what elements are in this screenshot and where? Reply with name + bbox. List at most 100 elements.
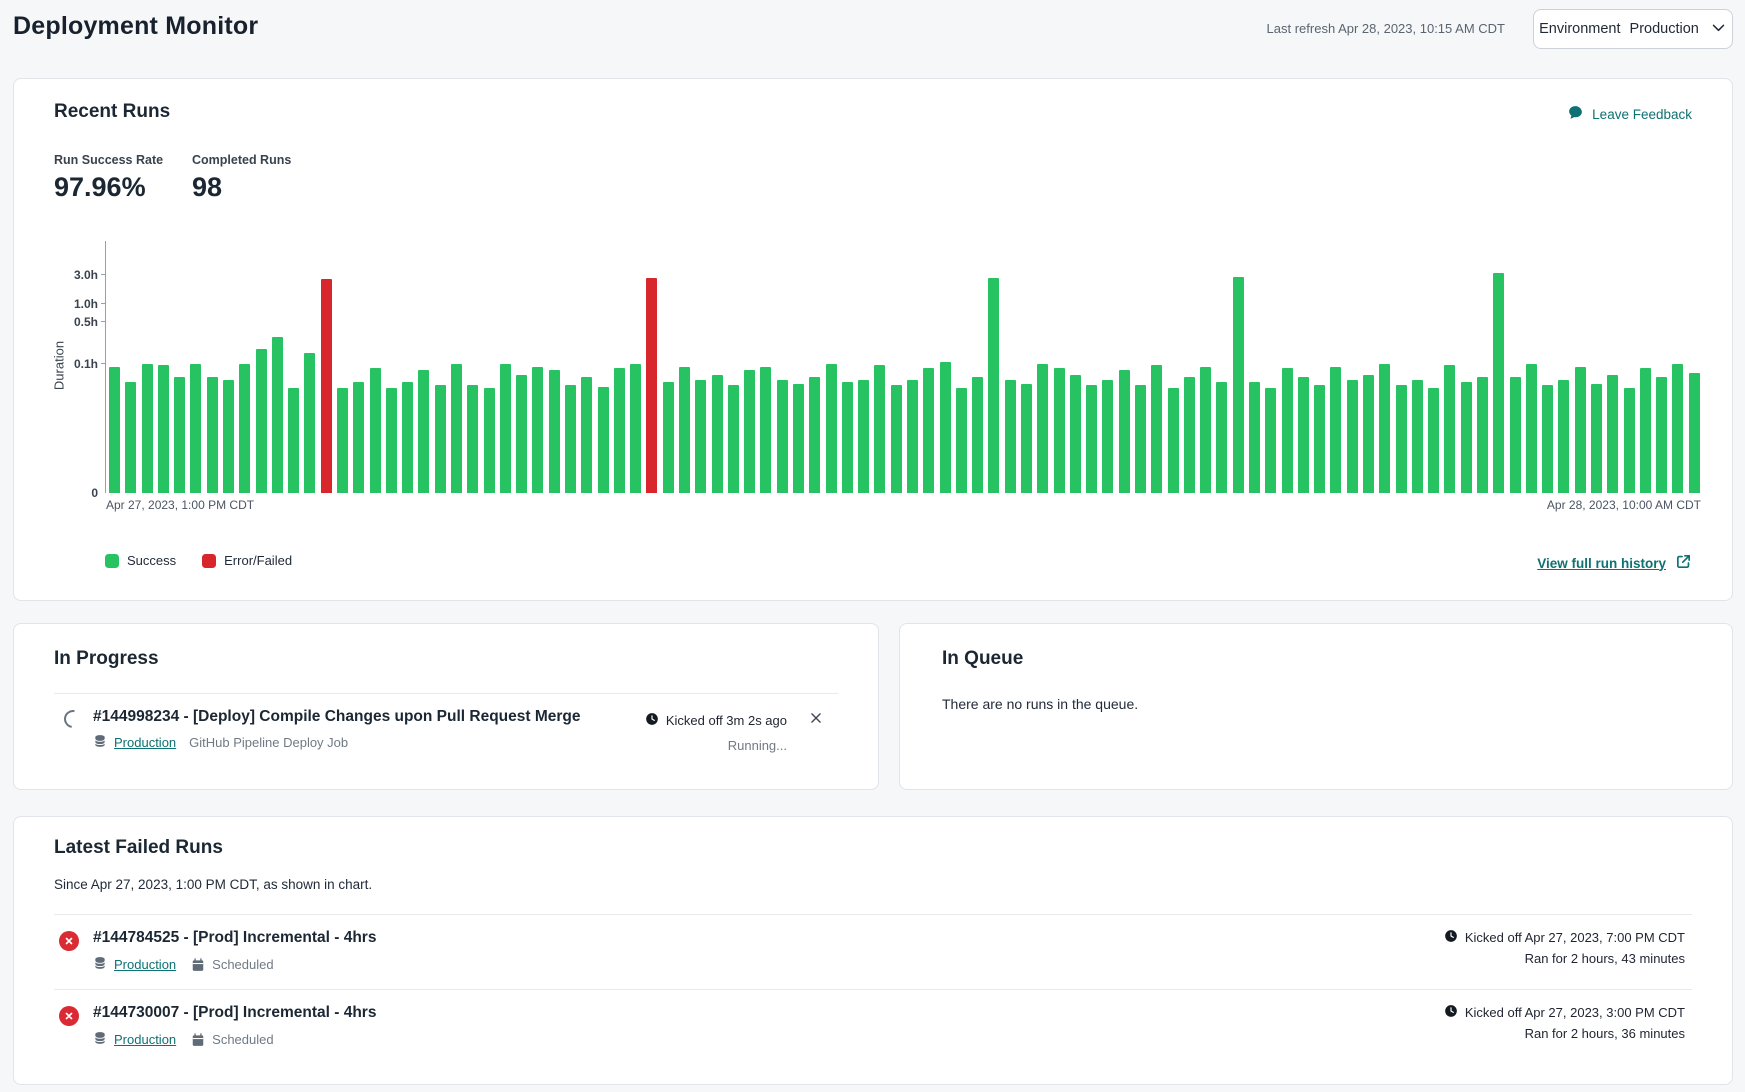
run-bar[interactable] <box>304 353 316 493</box>
run-bar[interactable] <box>190 364 202 493</box>
run-bar[interactable] <box>1053 368 1065 493</box>
run-bar[interactable] <box>434 384 446 493</box>
run-bar[interactable] <box>1379 364 1391 493</box>
run-bar[interactable] <box>874 365 886 493</box>
run-bar[interactable] <box>1297 377 1309 493</box>
run-bar[interactable] <box>1411 379 1423 493</box>
run-bar[interactable] <box>972 377 984 493</box>
run-bar[interactable] <box>1216 382 1228 493</box>
run-bar[interactable] <box>1200 366 1212 493</box>
run-bar[interactable] <box>1037 364 1049 493</box>
run-bar[interactable] <box>223 379 234 493</box>
run-bar[interactable] <box>206 377 218 493</box>
run-bar[interactable] <box>809 377 821 493</box>
run-bar[interactable] <box>1509 377 1521 493</box>
run-bar[interactable] <box>1151 365 1163 493</box>
run-bar[interactable] <box>1183 377 1195 493</box>
run-bar[interactable] <box>1330 366 1342 493</box>
run-bar[interactable] <box>1607 375 1619 493</box>
run-bar[interactable] <box>630 364 642 493</box>
run-bar[interactable] <box>174 377 186 493</box>
environment-link[interactable]: Production <box>114 957 177 972</box>
run-bar[interactable] <box>467 384 479 493</box>
run-bar[interactable] <box>907 379 918 493</box>
run-bar[interactable] <box>1232 276 1244 493</box>
run-bar[interactable] <box>793 384 804 493</box>
run-bar[interactable] <box>1542 384 1554 493</box>
run-bar[interactable] <box>1493 273 1505 493</box>
run-bar[interactable] <box>402 382 414 493</box>
run-bar[interactable] <box>1623 388 1635 493</box>
run-bar[interactable] <box>1069 375 1081 493</box>
run-bar[interactable] <box>255 348 267 493</box>
view-full-run-history-link[interactable]: View full run history <box>1537 553 1692 573</box>
run-bar[interactable] <box>271 337 283 493</box>
run-bar[interactable] <box>1363 375 1374 493</box>
run-bar[interactable] <box>1688 373 1700 493</box>
run-bar[interactable] <box>1314 384 1326 493</box>
run-bar[interactable] <box>1444 365 1456 493</box>
run-bar[interactable] <box>157 365 169 493</box>
run-bar[interactable] <box>1118 369 1130 493</box>
run-bar[interactable] <box>744 369 756 493</box>
run-bar[interactable] <box>1167 388 1179 493</box>
run-bar[interactable] <box>1102 379 1114 493</box>
run-bar[interactable] <box>581 377 593 493</box>
run-bar[interactable] <box>385 388 397 493</box>
run-bar[interactable] <box>1281 368 1293 493</box>
run-bar[interactable] <box>451 364 462 493</box>
run-bar[interactable] <box>369 368 381 493</box>
run-bar[interactable] <box>1574 366 1586 493</box>
run-bar[interactable] <box>695 379 707 493</box>
run-bar[interactable] <box>516 375 528 493</box>
run-bar[interactable] <box>858 379 870 493</box>
run-bar[interactable] <box>988 277 1000 493</box>
run-bar[interactable] <box>1477 377 1488 493</box>
run-bar[interactable] <box>1639 368 1651 493</box>
run-bar[interactable] <box>1525 364 1537 493</box>
run-bar[interactable] <box>1591 384 1602 493</box>
environment-link[interactable]: Production <box>114 735 177 750</box>
run-bar[interactable] <box>613 368 625 493</box>
run-bar[interactable] <box>841 382 853 493</box>
environment-dropdown[interactable]: Environment Production <box>1533 9 1733 49</box>
run-bar[interactable] <box>1395 384 1407 493</box>
run-bar[interactable] <box>711 375 723 493</box>
run-bar[interactable] <box>239 364 251 493</box>
run-bar[interactable] <box>548 369 560 493</box>
run-bar[interactable] <box>890 384 902 493</box>
run-bar[interactable] <box>760 366 772 493</box>
run-bar[interactable] <box>1086 384 1098 493</box>
run-bar[interactable] <box>141 364 153 493</box>
run-bar[interactable] <box>1460 382 1472 493</box>
run-bar[interactable] <box>1249 382 1260 493</box>
run-bar[interactable] <box>646 277 658 493</box>
run-bar[interactable] <box>1346 379 1358 493</box>
run-bar[interactable] <box>320 278 332 493</box>
run-bar[interactable] <box>1004 379 1016 493</box>
run-bar[interactable] <box>923 368 935 493</box>
run-bar[interactable] <box>1021 384 1032 493</box>
run-bar[interactable] <box>1558 379 1570 493</box>
run-bar[interactable] <box>597 386 609 493</box>
close-icon[interactable] <box>806 708 826 728</box>
run-bar[interactable] <box>337 388 348 493</box>
run-bar[interactable] <box>727 384 739 493</box>
run-bar[interactable] <box>825 364 837 493</box>
run-bar[interactable] <box>288 388 300 493</box>
run-bar[interactable] <box>1672 364 1684 493</box>
run-bar[interactable] <box>1428 388 1440 493</box>
run-bar[interactable] <box>499 364 511 493</box>
run-bar[interactable] <box>776 379 788 493</box>
run-bar[interactable] <box>955 388 967 493</box>
run-bar[interactable] <box>353 382 365 493</box>
run-bar[interactable] <box>532 366 544 493</box>
run-bar[interactable] <box>483 388 495 493</box>
run-bar[interactable] <box>565 384 576 493</box>
run-bar[interactable] <box>679 366 690 493</box>
run-bar[interactable] <box>1656 377 1668 493</box>
run-bar[interactable] <box>418 369 430 493</box>
run-bar[interactable] <box>662 382 674 493</box>
run-bar[interactable] <box>109 366 120 493</box>
environment-link[interactable]: Production <box>114 1032 177 1047</box>
